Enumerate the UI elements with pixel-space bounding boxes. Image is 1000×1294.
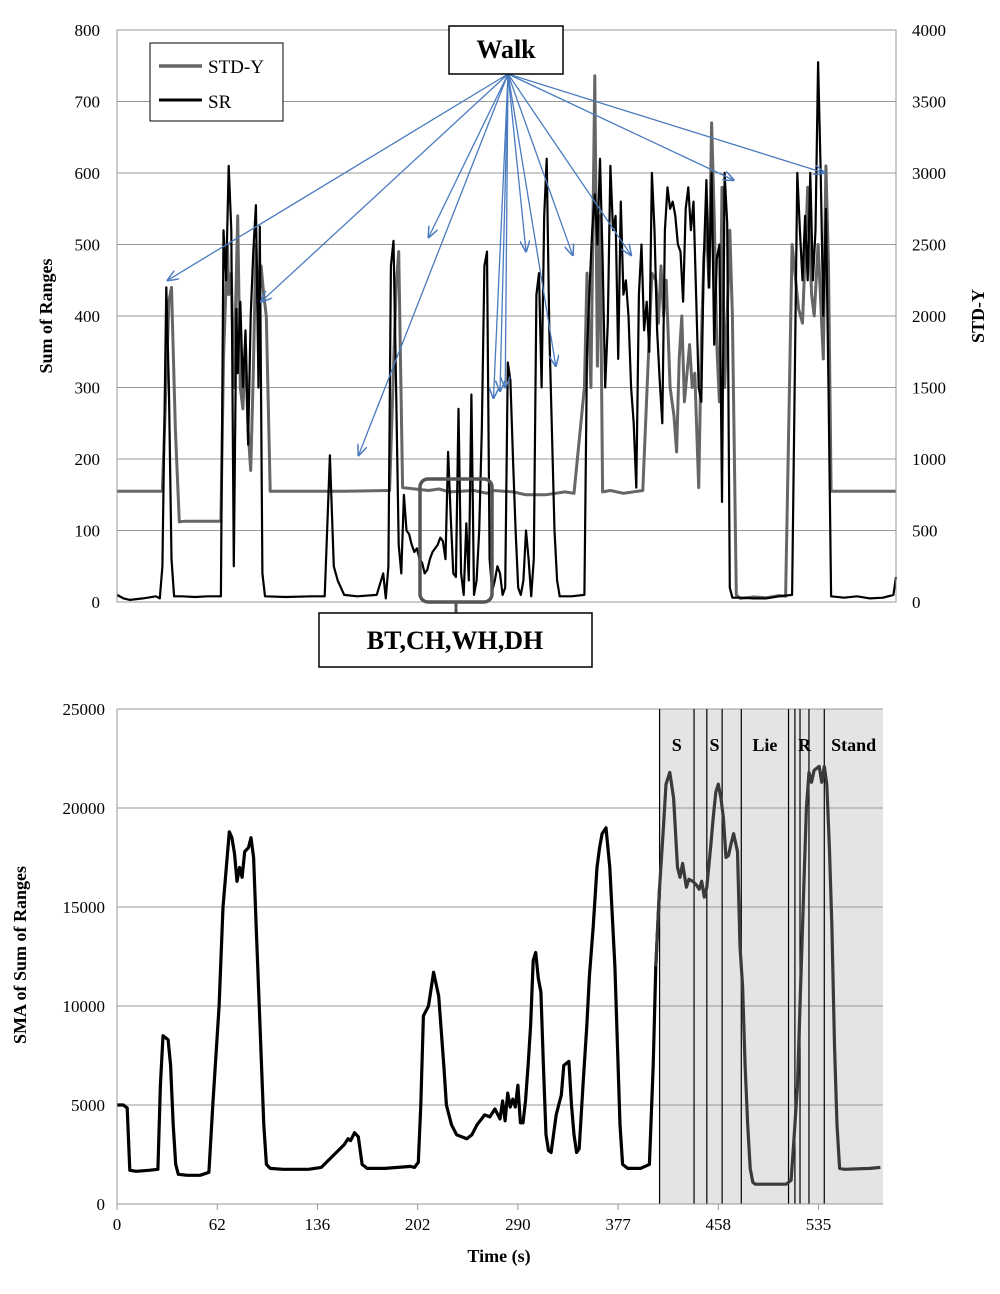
top-y-tick-label: 100 [75, 522, 101, 541]
top-y-tick-label: 700 [75, 93, 101, 112]
walk-arrow [507, 73, 526, 252]
top-y2-tick-label: 3000 [912, 164, 946, 183]
bottom-x-tick-label: 458 [706, 1215, 732, 1234]
bottom-chart: 0 5000 10000 15000 20000 25000 0 62 136 202 290 37… [10, 700, 883, 1267]
top-chart: 0 100 200 300 400 500 600 700 800 0 500 1000 1500 20… [36, 21, 988, 668]
walk-arrow [507, 73, 573, 255]
bottom-x-tick-label: 535 [806, 1215, 832, 1234]
bottom-y-tick-label: 0 [97, 1195, 106, 1214]
activity-band-label: Stand [831, 735, 876, 755]
activity-band-labels: S S Lie R Stand [672, 735, 876, 755]
top-series-group [116, 61, 898, 602]
activity-bands [659, 709, 883, 1204]
walk-callout: Walk [448, 25, 564, 75]
top-y-axis-label: Sum of Ranges [36, 258, 56, 373]
bottom-x-ticks: 0 62 136 202 290 377 458 535 [113, 1204, 832, 1234]
top-y2-tick-label: 2500 [912, 236, 946, 255]
top-y2-tick-label: 2000 [912, 307, 946, 326]
top-y2-tick-label: 1500 [912, 379, 946, 398]
activity-band-label: Lie [752, 735, 777, 755]
bottom-x-tick-label: 290 [505, 1215, 531, 1234]
top-y-tick-label: 400 [75, 307, 101, 326]
walk-arrow [507, 73, 631, 255]
series-line-sr [116, 61, 898, 602]
top-legend: STD-Y SR [149, 42, 284, 122]
sma-series-line [117, 826, 662, 1177]
legend-label-sr: SR [208, 92, 232, 113]
activity-callout-box [318, 612, 593, 668]
top-y-tick-label: 600 [75, 164, 101, 183]
top-y-tick-label: 800 [75, 21, 101, 40]
top-y2-axis-label: STD-Y [968, 289, 988, 343]
top-y2-tick-label: 1000 [912, 450, 946, 469]
bottom-x-tick-label: 136 [305, 1215, 331, 1234]
bottom-x-tick-label: 0 [113, 1215, 122, 1234]
walk-arrow [261, 73, 509, 302]
walk-callout-box [448, 25, 564, 75]
top-y-tick-label: 200 [75, 450, 101, 469]
bottom-y-tick-label: 10000 [63, 997, 106, 1016]
activity-band-label: S [672, 735, 682, 755]
sma-series-line-segment [654, 764, 881, 1186]
walk-arrow [168, 73, 509, 280]
walk-arrows [168, 73, 825, 455]
walk-callout-label: Walk [476, 35, 536, 64]
activity-band-label: S [709, 735, 719, 755]
top-y2-tick-label: 4000 [912, 21, 946, 40]
walk-arrow [429, 73, 509, 237]
walk-arrow [359, 73, 509, 455]
top-right-ticks: 0 500 1000 1500 2000 2500 3000 3500 4000 [912, 21, 946, 612]
top-left-ticks: 0 100 200 300 400 500 600 700 800 [75, 21, 101, 612]
top-y2-tick-label: 3500 [912, 93, 946, 112]
bottom-y-ticks: 0 5000 10000 15000 20000 25000 [63, 700, 106, 1214]
activity-callout: BT,CH,WH,DH [318, 612, 593, 668]
top-y-tick-label: 300 [75, 379, 101, 398]
walk-arrow [494, 73, 509, 398]
bottom-series-group [117, 764, 881, 1186]
top-y-tick-label: 0 [92, 593, 101, 612]
bottom-y-tick-label: 15000 [63, 898, 106, 917]
legend-box [149, 42, 284, 122]
walk-arrow [500, 73, 509, 391]
bottom-y-tick-label: 5000 [71, 1096, 105, 1115]
bottom-x-tick-label: 62 [209, 1215, 226, 1234]
bottom-y-tick-label: 25000 [63, 700, 106, 719]
top-y2-tick-label: 500 [912, 522, 938, 541]
walk-arrow [505, 73, 508, 388]
bottom-x-tick-label: 202 [405, 1215, 431, 1234]
bottom-x-tick-label: 377 [605, 1215, 631, 1234]
bottom-y-tick-label: 20000 [63, 799, 106, 818]
top-y-tick-label: 500 [75, 236, 101, 255]
walk-arrow [507, 73, 825, 173]
bottom-x-axis-label: Time (s) [467, 1246, 530, 1267]
activity-band-label: R [798, 735, 812, 755]
walk-arrow [507, 73, 734, 180]
walk-arrow [507, 73, 556, 366]
top-y2-tick-label: 0 [912, 593, 921, 612]
activity-shaded-region [659, 709, 883, 1204]
activity-callout-label: BT,CH,WH,DH [367, 626, 543, 655]
bottom-y-axis-label: SMA of Sum of Ranges [10, 866, 30, 1044]
legend-label-std-y: STD-Y [208, 57, 264, 78]
